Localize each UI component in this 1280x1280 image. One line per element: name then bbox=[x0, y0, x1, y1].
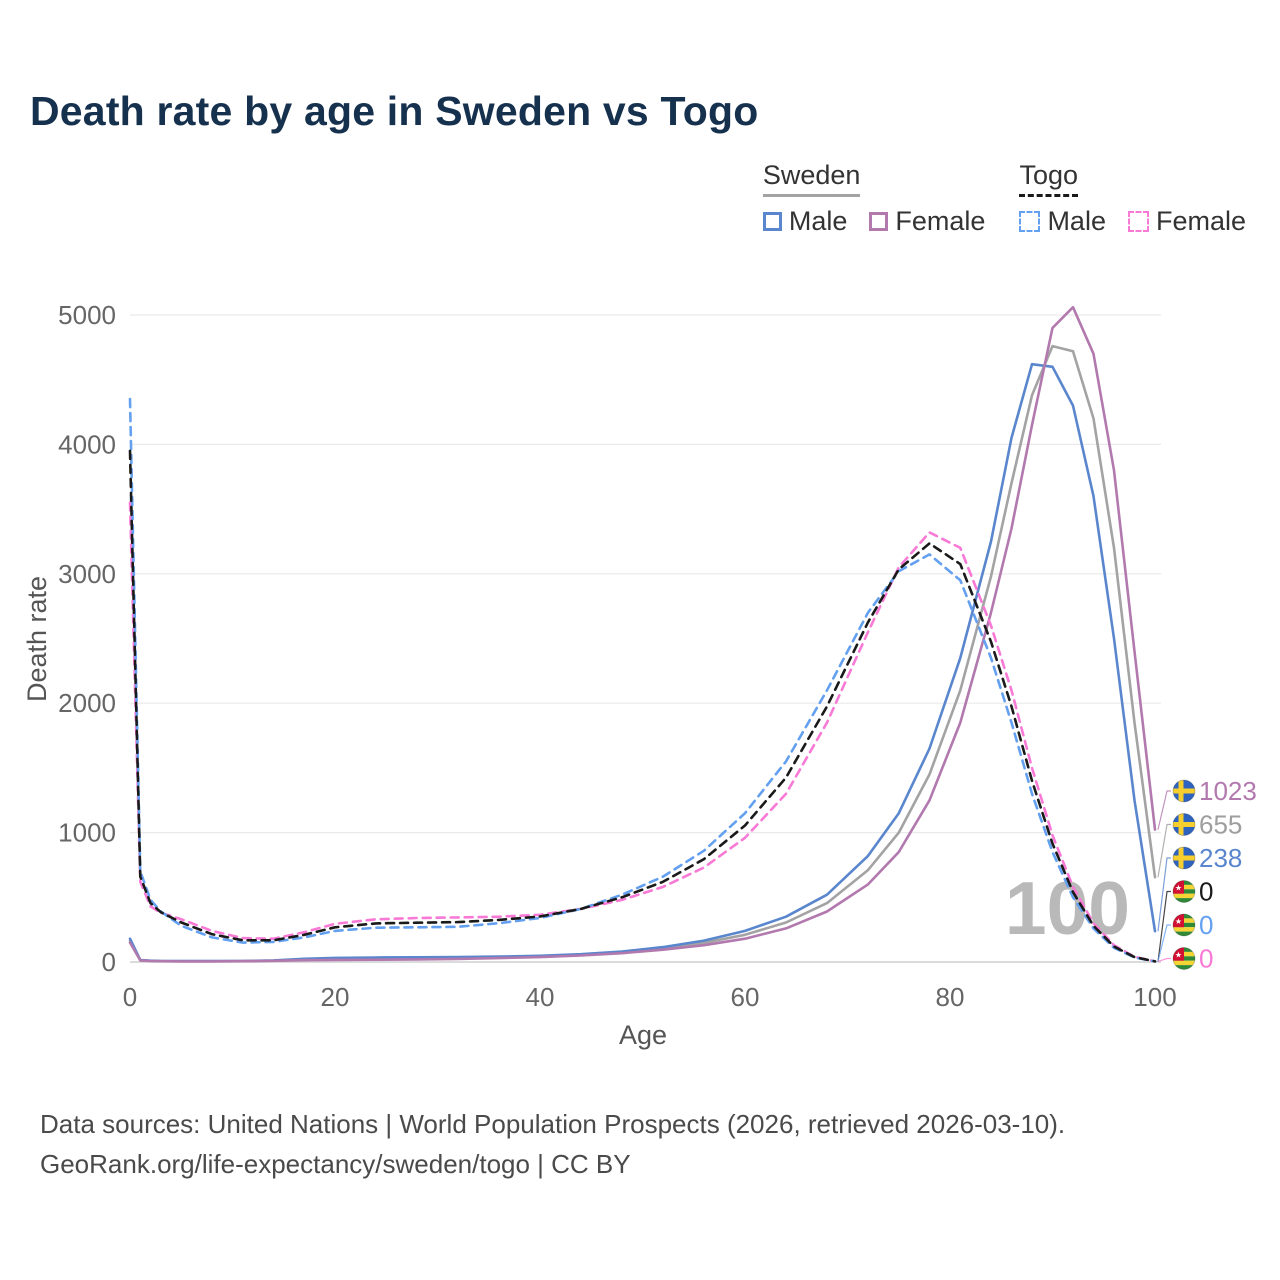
svg-text:0: 0 bbox=[123, 982, 137, 1012]
togo-female-swatch-icon bbox=[1127, 211, 1149, 232]
svg-text:★: ★ bbox=[1175, 883, 1182, 892]
svg-text:0: 0 bbox=[102, 947, 116, 977]
legend-item-label: Male bbox=[1047, 206, 1106, 236]
legend-item-label: Male bbox=[788, 206, 848, 236]
svg-text:100: 100 bbox=[1133, 982, 1176, 1012]
svg-text:★: ★ bbox=[1175, 950, 1182, 959]
svg-text:★: ★ bbox=[1175, 917, 1182, 926]
legend-group-togo-items: Male Female bbox=[1019, 206, 1246, 237]
svg-text:Death rate: Death rate bbox=[22, 576, 52, 702]
svg-text:0: 0 bbox=[1199, 910, 1213, 940]
svg-text:238: 238 bbox=[1199, 843, 1242, 873]
svg-text:0: 0 bbox=[1199, 877, 1213, 907]
svg-text:3000: 3000 bbox=[58, 559, 116, 589]
legend-item-sweden-female[interactable]: Female bbox=[869, 206, 985, 237]
legend-item-togo-female[interactable]: Female bbox=[1127, 206, 1246, 237]
sweden-male-swatch-icon bbox=[762, 212, 782, 231]
svg-text:1023: 1023 bbox=[1199, 776, 1257, 806]
legend-item-label: Female bbox=[895, 206, 986, 236]
footer-attribution-link: GeoRank.org/life-expectancy/sweden/togo … bbox=[40, 1149, 631, 1180]
legend-item-togo-male[interactable]: Male bbox=[1019, 206, 1106, 237]
svg-text:20: 20 bbox=[321, 982, 350, 1012]
svg-text:4000: 4000 bbox=[58, 429, 116, 459]
svg-text:2000: 2000 bbox=[58, 688, 116, 718]
legend-group-sweden: Sweden Male Female bbox=[762, 160, 985, 237]
legend-group-togo-label[interactable]: Togo bbox=[1019, 160, 1078, 197]
legend-group-togo: Togo Male Female bbox=[1019, 160, 1246, 237]
legend-item-sweden-male[interactable]: Male bbox=[762, 206, 848, 237]
togo-male-swatch-icon bbox=[1019, 211, 1041, 232]
svg-text:Age: Age bbox=[619, 1020, 667, 1050]
page-title: Death rate by age in Sweden vs Togo bbox=[30, 88, 759, 134]
svg-text:1000: 1000 bbox=[58, 818, 116, 848]
chart-legend: Sweden Male Female Togo Male bbox=[762, 160, 1246, 237]
sweden-female-swatch-icon bbox=[869, 212, 889, 231]
svg-text:60: 60 bbox=[731, 982, 760, 1012]
footer: Data sources: United Nations | World Pop… bbox=[40, 1104, 1065, 1185]
legend-group-sweden-items: Male Female bbox=[762, 206, 985, 237]
svg-text:40: 40 bbox=[526, 982, 555, 1012]
legend-group-sweden-label[interactable]: Sweden bbox=[762, 160, 861, 197]
legend-item-label: Female bbox=[1155, 206, 1246, 236]
svg-text:5000: 5000 bbox=[58, 300, 116, 330]
svg-text:0: 0 bbox=[1199, 944, 1213, 974]
footer-data-sources: Data sources: United Nations | World Pop… bbox=[40, 1109, 1066, 1139]
svg-text:655: 655 bbox=[1199, 810, 1242, 840]
svg-text:80: 80 bbox=[936, 982, 965, 1012]
